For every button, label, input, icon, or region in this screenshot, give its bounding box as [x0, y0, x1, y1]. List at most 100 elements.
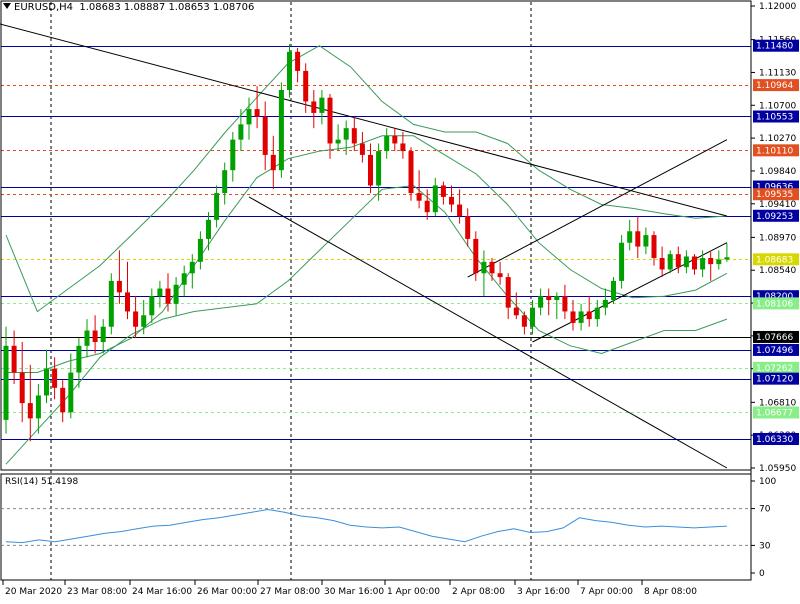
candle [335, 124, 341, 152]
candle [60, 380, 66, 423]
candle [368, 143, 373, 194]
candle [554, 292, 560, 320]
candle-body [400, 143, 406, 152]
candle [708, 251, 714, 281]
candle [570, 300, 576, 331]
candle [700, 250, 706, 278]
candle-body [457, 204, 463, 216]
candle [627, 219, 633, 251]
candle-body [189, 261, 195, 274]
candle [449, 185, 454, 213]
candle [562, 284, 568, 320]
level-label-text: 1.09535 [756, 190, 793, 200]
candle-body [692, 256, 697, 270]
level-label-box [753, 110, 799, 123]
candle-body [222, 170, 228, 194]
trendlines [0, 23, 728, 469]
level-label-box [753, 432, 799, 445]
candle [92, 315, 98, 354]
level-label-text: 1.11480 [756, 42, 793, 52]
level-label-text: 1.10553 [756, 112, 793, 122]
candle [408, 147, 414, 201]
candle [246, 97, 252, 140]
candle-body [68, 372, 74, 413]
price-tick-label: 1.05950 [759, 464, 796, 474]
candle-body [376, 151, 382, 186]
price-tick-label: 1.11130 [759, 68, 796, 78]
candle [351, 116, 357, 152]
candle-body [724, 257, 730, 260]
candle [76, 338, 82, 388]
candle [84, 319, 90, 358]
dropdown-triangle-icon[interactable] [3, 3, 11, 9]
candle-body [546, 296, 552, 300]
candle [108, 273, 114, 335]
candle [513, 292, 519, 320]
candle [481, 250, 487, 297]
time-tick-label: 8 Apr 08:00 [644, 587, 697, 597]
rsi-line [5, 508, 727, 544]
time-tick-label: 23 Mar 08:00 [67, 587, 127, 597]
candle-body [602, 300, 608, 308]
candle-body [432, 185, 438, 213]
price-tick-label: 1.12000 [759, 2, 796, 12]
candle-body [700, 258, 706, 270]
candle-body [708, 258, 714, 265]
candle [19, 342, 25, 423]
level-labels: 1.11480 1.10964 1.10553 1.10110 1.096361.095… [753, 39, 799, 445]
candle [287, 44, 292, 98]
candle [586, 296, 592, 327]
candle [489, 258, 495, 281]
candle-body [683, 256, 689, 268]
time-tick-label: 30 Mar 16:00 [324, 587, 384, 597]
candle [3, 326, 9, 434]
candle-body [635, 231, 641, 247]
candle [319, 90, 325, 125]
candle-body [351, 128, 357, 144]
candle [635, 216, 641, 258]
candle [667, 250, 673, 274]
candle-body [165, 288, 171, 304]
level-label-box [753, 209, 799, 222]
level-label-text: 1.07666 [756, 333, 793, 343]
candle-body [570, 311, 576, 323]
candle-body [84, 330, 90, 346]
symbol-label: EURUSD,H4 [14, 2, 74, 13]
candle [359, 132, 365, 163]
candle-body [513, 307, 519, 316]
trendline [467, 139, 728, 278]
candle-body [197, 238, 203, 262]
price-tick-label: 1.09410 [759, 200, 796, 210]
candle-body [100, 326, 106, 342]
candle [392, 128, 398, 152]
candle-body [489, 261, 495, 274]
candle-body [44, 368, 49, 396]
price-tick-label: 1.08970 [759, 233, 796, 243]
candles [3, 44, 730, 442]
candle-body [335, 139, 341, 144]
candle [181, 265, 187, 297]
candle [594, 300, 600, 327]
candle [100, 319, 106, 354]
time-tick-label: 2 Apr 08:00 [452, 587, 505, 597]
ohlc-values: 1.08683 1.08887 1.08653 1.08706 [79, 2, 255, 13]
candle [27, 364, 33, 442]
candle [424, 189, 430, 220]
rsi-tick-label: 30 [759, 541, 771, 551]
candle [602, 288, 608, 316]
candle [538, 288, 544, 316]
time-axis: 20 Mar 2020 23 Mar 08:00 24 Mar 16:00 26 Ma… [2, 580, 697, 597]
candle-body [619, 242, 625, 281]
level-label-text: 1.07262 [756, 364, 793, 374]
level-label-box [753, 372, 799, 385]
candle-body [11, 345, 17, 373]
candle [521, 311, 527, 335]
candle [675, 246, 681, 274]
candle-body [562, 296, 568, 312]
rsi-header: RSI(14) 51.4198 [5, 477, 79, 487]
chart-header: EURUSD,H4 1.08683 1.08887 1.08653 1.0870… [3, 2, 254, 13]
candle-body [295, 51, 301, 71]
time-tick-label: 20 Mar 2020 [5, 587, 62, 597]
candle [457, 189, 463, 224]
